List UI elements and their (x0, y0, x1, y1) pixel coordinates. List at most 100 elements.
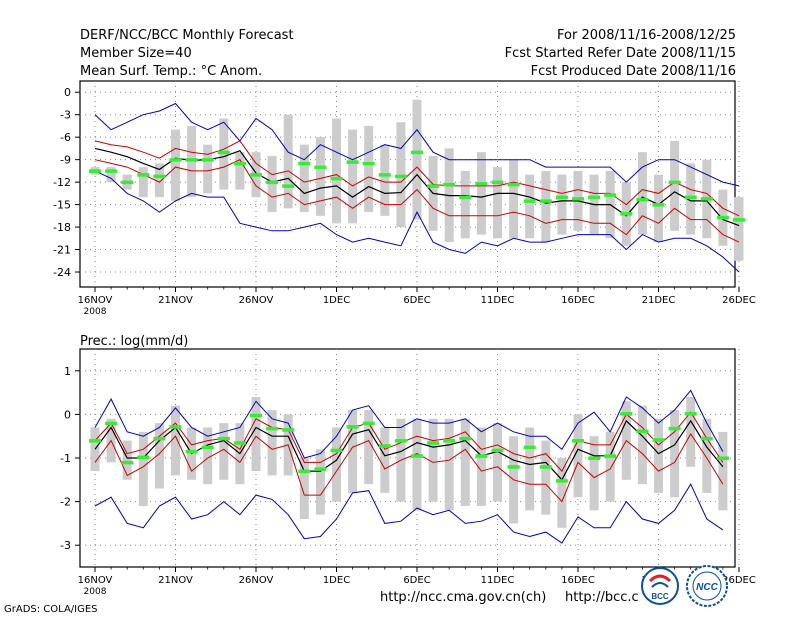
prec-spread-bar (525, 427, 535, 511)
prec-mean-line (94, 419, 724, 481)
bcc-logo: BCC (640, 566, 680, 606)
variable-label: Mean Surf. Temp.: °C Anom. (80, 64, 263, 79)
prec-mean-marker (250, 413, 262, 418)
prec-spread-bar (702, 418, 712, 493)
temp-mean-marker (636, 197, 649, 202)
prec-mean-marker (459, 436, 472, 441)
prec-ytick-label: 0 (64, 408, 71, 421)
ncc-url-link[interactable]: http://ncc.cma.gov.cn(ch) (380, 590, 547, 605)
prec-spread-bar (605, 431, 615, 502)
refer-date: Fcst Started Refer Date 2008/11/15 (504, 46, 736, 61)
temp-mean-marker (217, 150, 230, 155)
prec-spread-bar (428, 418, 438, 502)
temp-ytick-label: -9 (60, 154, 71, 167)
temp-mean-marker (572, 197, 584, 201)
temp-mean-marker (459, 195, 472, 200)
temp-mean-marker (378, 173, 391, 177)
temp-mean-marker (604, 193, 617, 197)
ncc-logo-text: NCC (696, 582, 718, 593)
prec-mean-marker (427, 441, 440, 445)
precip-title: Prec.: log(mm/d) (80, 334, 189, 349)
prec-xtick-label: 11DEC (481, 575, 515, 586)
temp-mean-marker (330, 176, 343, 181)
prec-spread-bar (654, 418, 663, 493)
prec-spread-bar (444, 418, 454, 511)
temp-mean-marker (668, 180, 681, 185)
temp-ytick-label: -24 (53, 266, 71, 279)
ncc-logo: NCC (684, 564, 730, 608)
prec-spread-bar (267, 410, 277, 476)
prec-mean-marker (346, 425, 359, 429)
temp-spread-bar (557, 174, 567, 235)
temp-spread-bar (412, 99, 422, 220)
prec-spread-bar (412, 418, 422, 511)
prec-spread-bar (460, 418, 470, 506)
prec-mean-marker (507, 465, 520, 469)
temp-xtick-label: 16DEC (561, 295, 595, 306)
bcc-url-link[interactable]: http://bcc.c (565, 590, 639, 605)
temp-spread-bar (106, 167, 116, 183)
prec-mean-marker (266, 426, 279, 431)
prec-mean-marker (700, 436, 713, 441)
temp-spread-bar (154, 163, 164, 198)
temp-spread-bar (364, 125, 374, 213)
temp-max-line (94, 102, 740, 187)
temp-mean-marker (394, 174, 407, 179)
prec-mean-marker (330, 448, 343, 453)
temp-mean-marker (716, 215, 729, 220)
temp-mean-marker (153, 174, 166, 179)
temp-mean-marker (137, 173, 150, 177)
prec-mean-marker (475, 454, 488, 458)
temp-mean-marker (507, 182, 520, 187)
prec-mean-marker (105, 421, 118, 426)
temp-mean-marker (555, 195, 568, 200)
temp-year-label: 2008 (84, 307, 107, 317)
temp-mean-marker (475, 182, 488, 186)
forecast-period: For 2008/11/16-2008/12/25 (557, 28, 736, 43)
temp-spread-bar (541, 170, 551, 243)
prec-spread-bar (348, 410, 358, 493)
prec-spread-bar (557, 458, 567, 528)
prec-mean-marker (201, 445, 214, 450)
prec-mean-marker (572, 439, 584, 443)
prec-mean-marker (153, 436, 166, 441)
temp-mean-marker (346, 160, 359, 164)
prec-spread-bar (122, 440, 132, 480)
temp-mean-marker (282, 184, 295, 188)
temp-mean-marker (443, 182, 456, 187)
prec-mean-marker (668, 426, 681, 431)
member-size: Member Size=40 (80, 46, 192, 61)
prec-mean-marker (652, 438, 665, 442)
temp-mean-marker (491, 180, 504, 185)
prec-mean-marker (185, 449, 198, 454)
prec-spread-bar (573, 414, 583, 498)
prec-mean-marker (169, 425, 182, 429)
temp-lower-line (94, 159, 740, 243)
temp-ytick-label: 0 (64, 86, 71, 99)
ncc-logo-icon: NCC (686, 565, 728, 607)
prec-ytick-label: -1 (60, 452, 71, 465)
prec-xtick-label: 1DEC (323, 575, 350, 586)
prec-spread-bar (299, 458, 309, 520)
temp-mean-marker (105, 169, 118, 173)
temp-spread-bar (171, 129, 180, 201)
prec-mean-marker (620, 412, 633, 416)
prec-mean-marker (491, 448, 504, 453)
temp-mean-marker (362, 161, 375, 166)
temp-spread-bar (235, 152, 245, 190)
prec-spread-bar (476, 427, 486, 506)
prec-ytick-label: 1 (64, 365, 71, 378)
prec-spread-bar (171, 405, 180, 476)
prec-mean-marker (716, 456, 729, 460)
prec-mean-marker (443, 439, 456, 443)
temp-spread-bar (380, 144, 390, 216)
prec-spread-bar (541, 440, 551, 515)
temp-spread-bar (734, 197, 744, 261)
prec-mean-marker (555, 479, 568, 483)
prec-spread-bar (315, 449, 325, 515)
prec-spread-bar (364, 410, 374, 485)
temp-mean-marker (266, 180, 279, 185)
temp-mean-marker (185, 158, 198, 162)
temp-xtick-label: 16NOV (78, 295, 113, 306)
